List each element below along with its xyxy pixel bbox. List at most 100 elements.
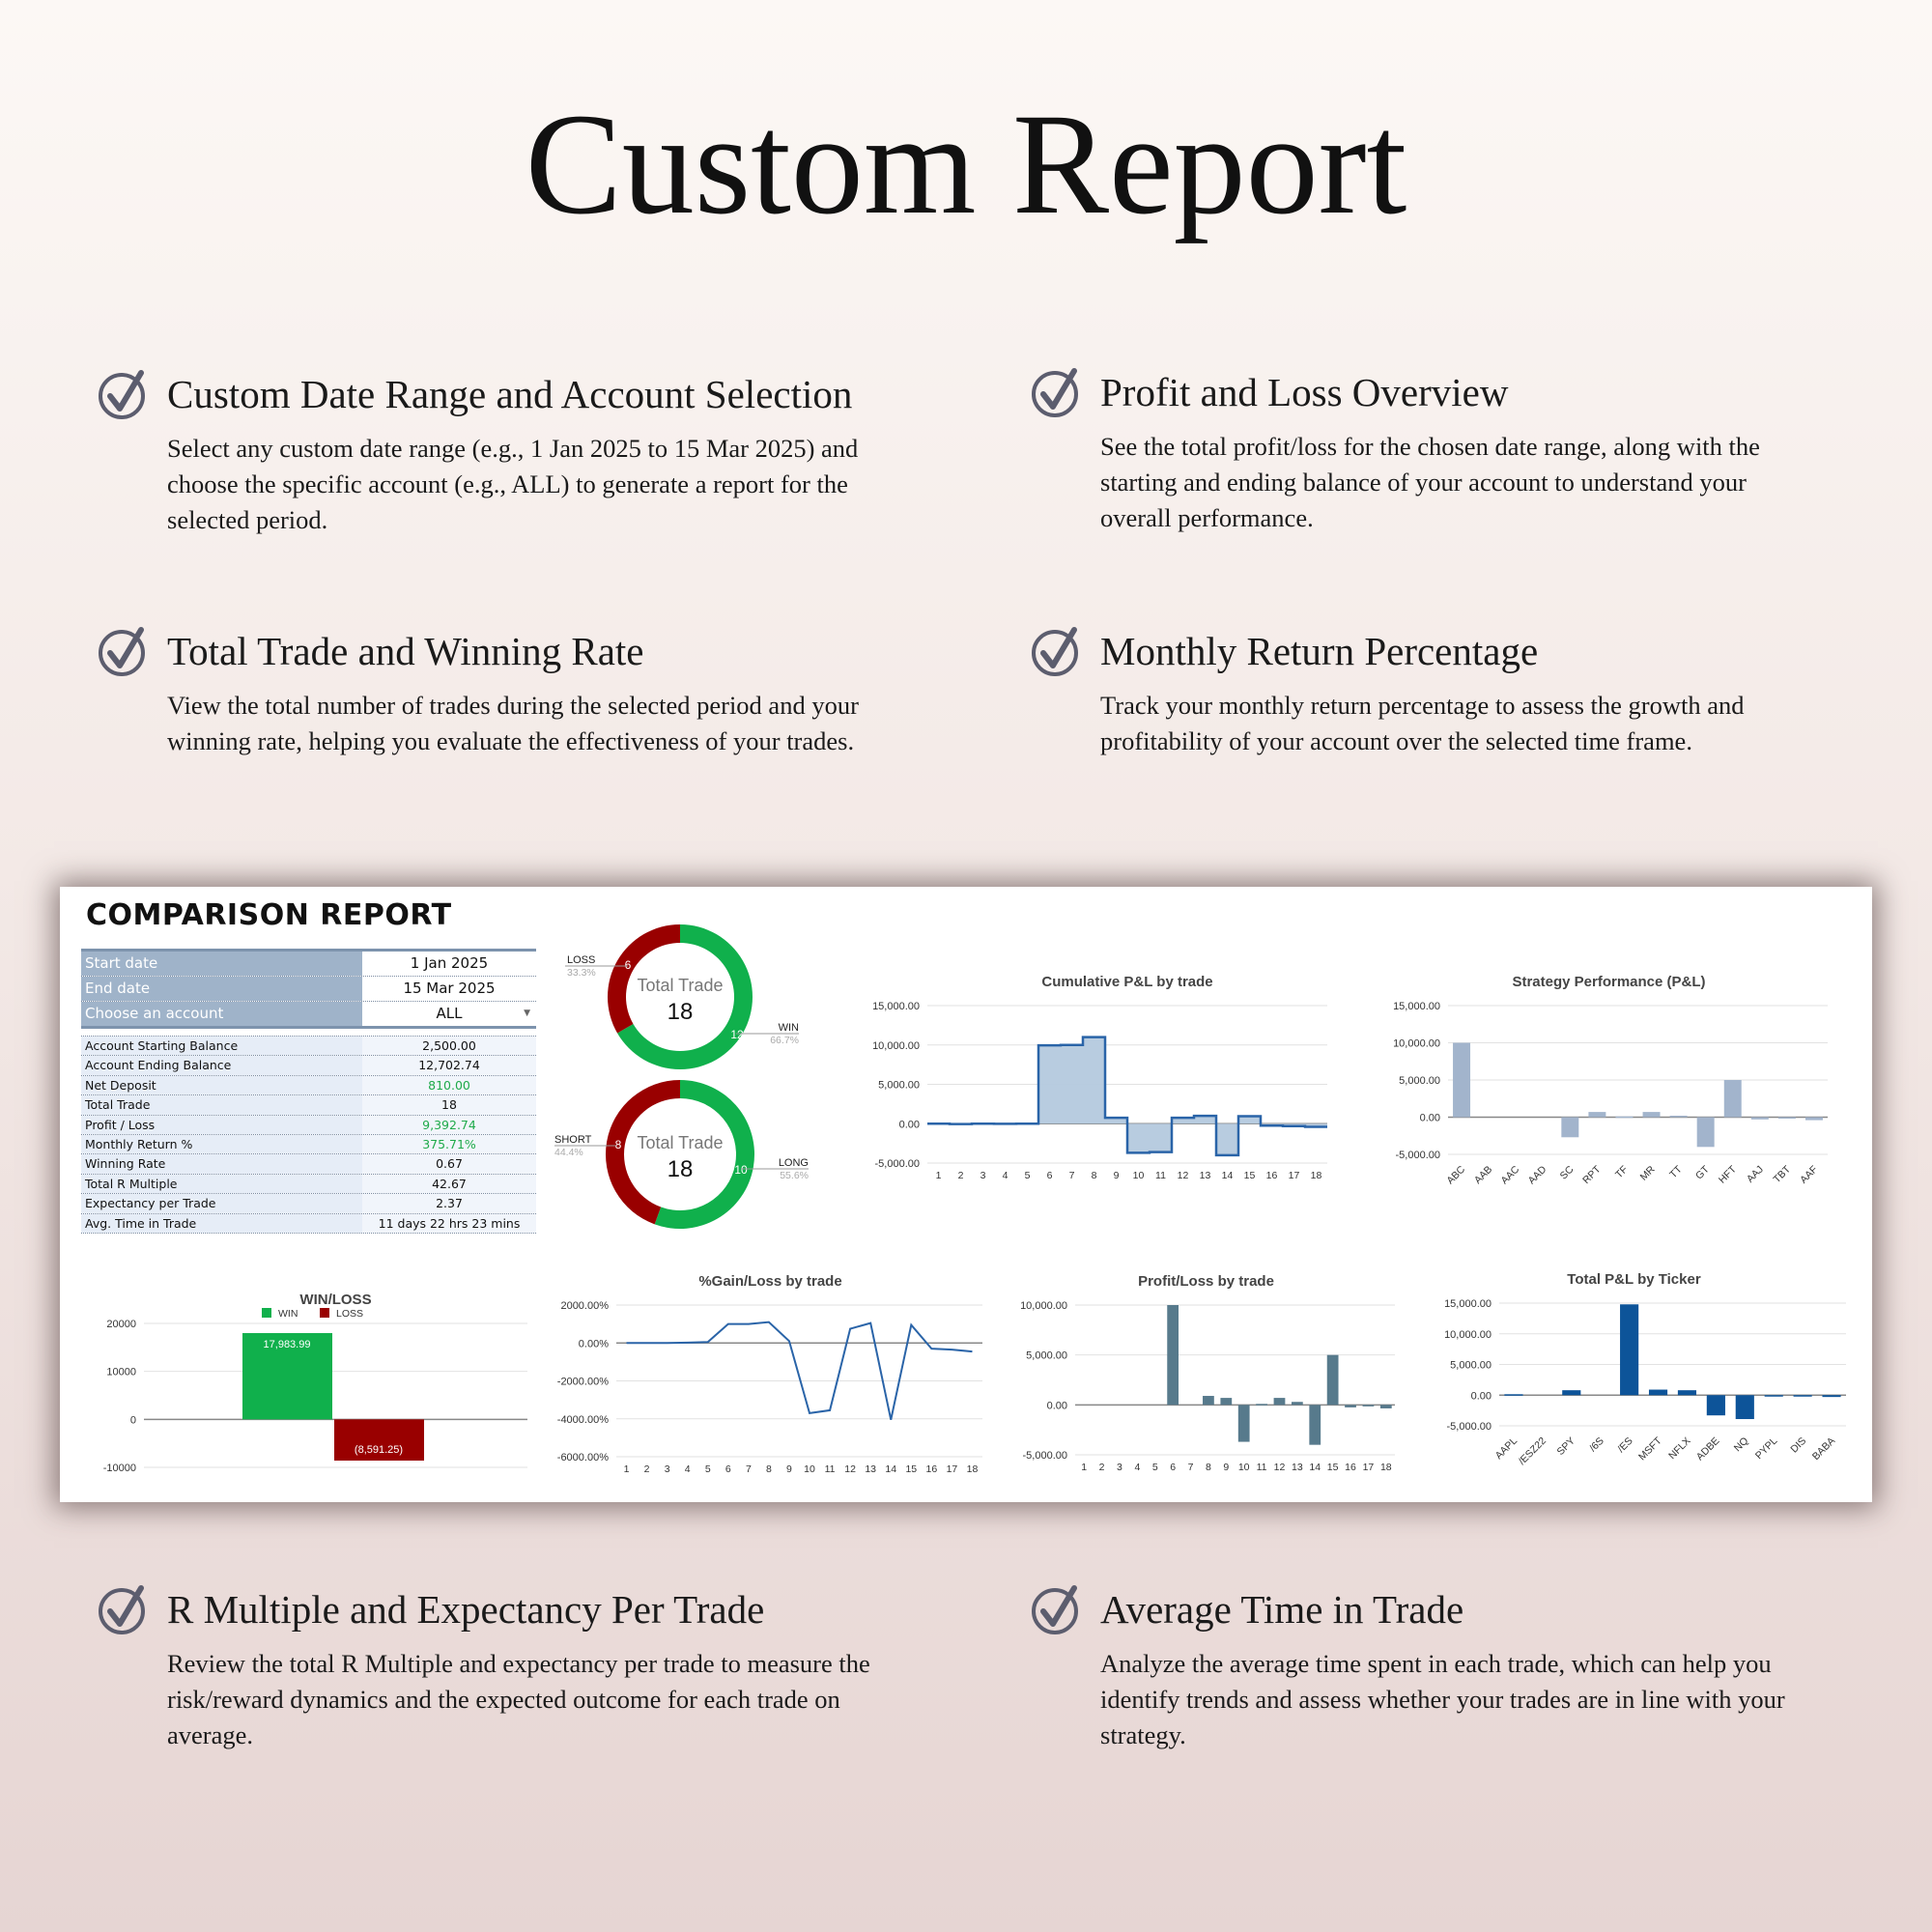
bar-6 xyxy=(1167,1305,1179,1406)
bar-TT xyxy=(1669,1115,1688,1118)
stat-row: Account Ending Balance 12,702.74 xyxy=(81,1056,536,1076)
x-tick-label: BABA xyxy=(1810,1435,1837,1463)
x-tick-label: 12 xyxy=(1178,1170,1189,1181)
bar-HFT xyxy=(1723,1080,1742,1118)
x-tick-label: SC xyxy=(1558,1163,1577,1181)
donut-center-value: 18 xyxy=(668,1156,694,1182)
bar-18 xyxy=(1379,1405,1392,1408)
bar-PYPL xyxy=(1764,1395,1783,1397)
bar-DIS xyxy=(1793,1395,1812,1397)
x-tick-label: HFT xyxy=(1717,1163,1739,1185)
y-tick-label: 2000.00% xyxy=(560,1300,609,1312)
stats-table: Account Starting Balance 2,500.00 Account … xyxy=(81,1036,536,1234)
y-tick-label: 15,000.00 xyxy=(872,1001,920,1012)
y-tick-label: 10,000.00 xyxy=(1020,1300,1067,1312)
x-tick-label: ADBE xyxy=(1694,1435,1722,1463)
x-tick-label: 8 xyxy=(1206,1462,1211,1473)
x-tick-label: AAJ xyxy=(1745,1164,1766,1185)
y-tick-label: -5,000.00 xyxy=(1396,1150,1440,1161)
feature-heading: Average Time in Trade xyxy=(1100,1587,1464,1632)
check-circle-icon xyxy=(1032,368,1078,417)
bar-MSFT xyxy=(1648,1389,1668,1396)
stat-value: 0.67 xyxy=(362,1154,536,1174)
donut-center-label: Total Trade xyxy=(637,1133,723,1152)
stat-value: 375.71% xyxy=(362,1134,536,1154)
stat-value: 2,500.00 xyxy=(362,1037,536,1056)
account-row: Choose an account ALL ▼ xyxy=(81,1002,536,1026)
x-tick-label: 1 xyxy=(936,1170,942,1181)
x-tick-label: 12 xyxy=(1274,1462,1286,1473)
x-tick-label: 10 xyxy=(1238,1462,1250,1473)
bar-AAF xyxy=(1804,1117,1823,1121)
bar-ADBE xyxy=(1706,1395,1725,1416)
stat-value: 2.37 xyxy=(362,1194,536,1213)
donut-slice-loss xyxy=(607,924,680,1034)
bar-13 xyxy=(1291,1402,1303,1406)
x-tick-label: 3 xyxy=(665,1463,670,1475)
bar-15 xyxy=(1326,1354,1339,1406)
slice-count: 6 xyxy=(625,958,632,972)
stat-label: Total Trade xyxy=(81,1095,362,1115)
legend-swatch-loss xyxy=(320,1308,329,1318)
x-tick-label: 9 xyxy=(786,1463,792,1475)
x-tick-label: 15 xyxy=(905,1463,917,1475)
cumulative-chart: 15,000.00 10,000.00 5,000.00 0.00 -5,000.00 C… xyxy=(872,974,1327,1181)
check-circle-icon xyxy=(1032,1585,1078,1634)
stat-label: Total R Multiple xyxy=(81,1174,362,1194)
x-tick-label: 1 xyxy=(624,1463,630,1475)
x-tick-label: 4 xyxy=(1134,1462,1140,1473)
y-tick-label: 0.00% xyxy=(579,1338,609,1350)
donut-slice-long xyxy=(654,1080,755,1229)
x-tick-label: 9 xyxy=(1223,1462,1229,1473)
dropdown-caret-icon[interactable]: ▼ xyxy=(524,1009,530,1018)
x-tick-label: 13 xyxy=(1292,1462,1303,1473)
x-tick-label: AAF xyxy=(1798,1164,1820,1186)
x-tick-label: 4 xyxy=(1003,1170,1009,1181)
series-line xyxy=(927,1036,1327,1157)
y-tick-label: 0.00 xyxy=(1420,1113,1440,1124)
x-tick-label: 15 xyxy=(1244,1170,1256,1181)
check-circle-icon xyxy=(99,370,145,419)
x-tick-label: TF xyxy=(1613,1164,1631,1181)
y-tick-label: 5,000.00 xyxy=(1450,1360,1492,1372)
x-tick-label: 16 xyxy=(1266,1170,1278,1181)
y-tick-label: 0.00 xyxy=(899,1119,920,1130)
x-tick-label: 18 xyxy=(1311,1170,1322,1181)
bar-win xyxy=(242,1333,332,1420)
bar-TF xyxy=(1615,1116,1634,1119)
bar-NQ xyxy=(1735,1395,1754,1420)
x-tick-label: 18 xyxy=(1380,1462,1392,1473)
x-tick-label: 6 xyxy=(1047,1170,1053,1181)
x-tick-label: 17 xyxy=(947,1463,958,1475)
strategy-chart: 15,000.00 10,000.00 5,000.00 0.00 -5,000.00 S… xyxy=(1393,974,1828,1186)
stat-label: Net Deposit xyxy=(81,1075,362,1095)
feature-body: Select any custom date range (e.g., 1 Ja… xyxy=(167,434,859,534)
stat-label: Account Starting Balance xyxy=(81,1037,362,1056)
stat-label: Account Ending Balance xyxy=(81,1056,362,1075)
feature-heading: R Multiple and Expectancy Per Trade xyxy=(167,1587,765,1632)
stat-value: 42.67 xyxy=(362,1174,536,1194)
y-tick-label: 10,000.00 xyxy=(872,1040,920,1052)
bar-data-label: 17,983.99 xyxy=(264,1339,311,1350)
bar-loss xyxy=(334,1419,424,1462)
x-tick-label: 17 xyxy=(1289,1170,1300,1181)
stat-row: Monthly Return % 375.71% xyxy=(81,1134,536,1155)
slice-count: 8 xyxy=(615,1138,622,1151)
bar-14 xyxy=(1309,1405,1321,1445)
account-select[interactable]: ALL ▼ xyxy=(362,1002,536,1026)
stat-label: Avg. Time in Trade xyxy=(81,1213,362,1233)
page-title: Custom Report xyxy=(525,84,1407,244)
start-date-row: Start date 1 Jan 2025 xyxy=(81,952,536,977)
x-tick-label: TBT xyxy=(1771,1163,1793,1185)
end-date-field[interactable]: 15 Mar 2025 xyxy=(362,977,536,1001)
start-date-field[interactable]: 1 Jan 2025 xyxy=(362,952,536,976)
stat-value: 11 days 22 hrs 23 mins xyxy=(362,1213,536,1233)
y-tick-label: 10,000.00 xyxy=(1393,1038,1440,1050)
feature-body: See the total profit/loss for the chosen… xyxy=(1100,432,1760,532)
x-tick-label: 5 xyxy=(705,1463,711,1475)
x-tick-label: MR xyxy=(1638,1163,1658,1182)
x-tick-label: 18 xyxy=(967,1463,979,1475)
legend-swatch-win xyxy=(262,1308,271,1318)
bar-RPT xyxy=(1588,1112,1606,1118)
